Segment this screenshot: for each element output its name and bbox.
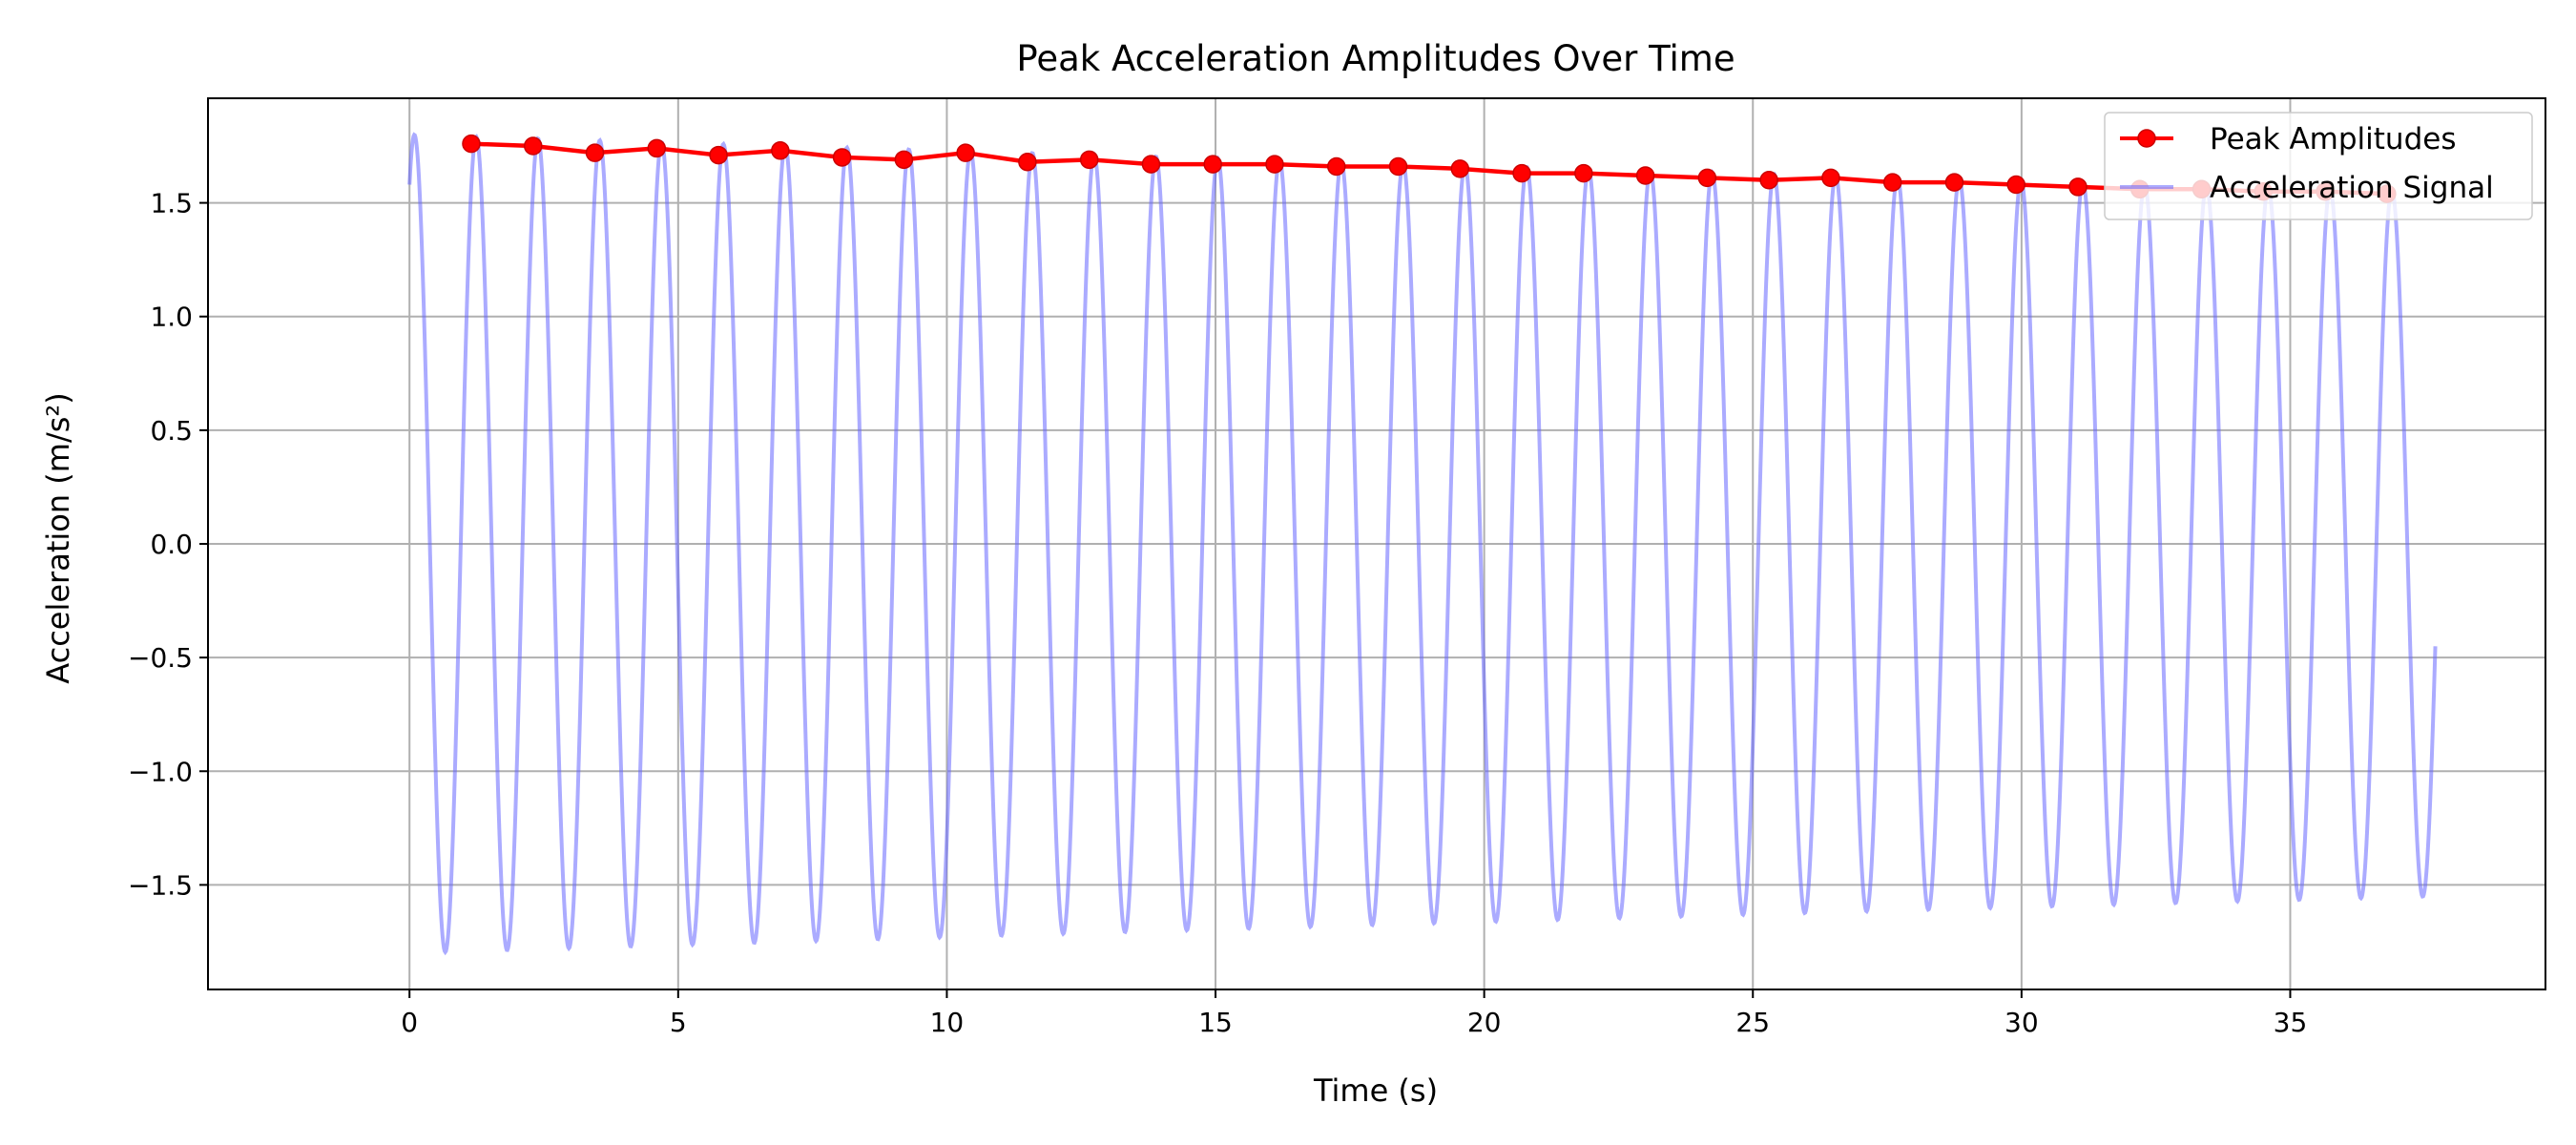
acceleration-signal-line	[407, 132, 2438, 956]
y-tick-label: 1.5	[150, 188, 193, 219]
peak-point	[1388, 156, 1408, 177]
peak-point	[771, 141, 790, 160]
peak-point	[1079, 150, 1099, 170]
peak-point	[585, 143, 605, 162]
y-axis-label: Acceleration (m/s²)	[40, 392, 76, 683]
y-tick-label: −1.5	[128, 869, 193, 901]
x-tick-label: 10	[930, 1007, 965, 1038]
peak-point	[894, 150, 914, 170]
peak-point	[709, 145, 728, 165]
legend: Peak Amplitudes Acceleration Signal	[2104, 112, 2533, 220]
y-tick-label: −0.5	[128, 642, 193, 674]
x-axis-ticks: 0 5 10 15 20 25 30 35	[401, 989, 2307, 1038]
peak-point	[523, 136, 543, 156]
y-tick-label: 0.5	[150, 415, 193, 447]
peak-point	[1759, 171, 1778, 190]
peak-point	[1882, 173, 1902, 192]
peak-point	[647, 138, 667, 158]
peak-point	[462, 134, 481, 154]
peak-point	[2068, 177, 2088, 197]
peak-amplitudes-line	[470, 141, 2387, 197]
y-tick-label: 0.0	[150, 529, 193, 560]
peak-point	[1512, 163, 1531, 183]
y-axis-ticks: −1.5 −1.0 −0.5 0.0 0.5 1.0 1.5	[128, 188, 208, 901]
acceleration-signal-layer	[407, 132, 2438, 956]
legend-signal-label: Acceleration Signal	[2210, 171, 2494, 205]
peak-point	[1450, 159, 1470, 178]
chart-title: Peak Acceleration Amplitudes Over Time	[1016, 38, 1735, 79]
legend-peak-label: Peak Amplitudes	[2210, 122, 2456, 156]
x-tick-label: 30	[2005, 1007, 2039, 1038]
x-axis-label: Time (s)	[1313, 1072, 1438, 1109]
peak-point	[1265, 155, 1284, 174]
peak-point	[1635, 166, 1655, 185]
grid-lines	[208, 98, 2545, 989]
x-tick-label: 25	[1735, 1007, 1770, 1038]
x-tick-label: 20	[1467, 1007, 1502, 1038]
peak-point	[1203, 155, 1222, 174]
x-tick-label: 5	[670, 1007, 687, 1038]
x-tick-label: 0	[401, 1007, 418, 1038]
peak-point	[1018, 152, 1037, 172]
peak-point	[956, 143, 975, 162]
peak-point	[1327, 156, 1346, 177]
peak-point	[2006, 175, 2025, 195]
y-tick-label: 1.0	[150, 302, 193, 333]
peak-point	[832, 148, 852, 167]
peak-point	[1697, 168, 1717, 188]
legend-box	[2104, 112, 2533, 220]
peak-amplitudes-layer	[462, 134, 2397, 203]
peak-point	[1944, 173, 1964, 192]
peak-point	[1574, 163, 1593, 183]
x-tick-label: 15	[1198, 1007, 1233, 1038]
peak-point	[1141, 155, 1161, 174]
x-tick-label: 35	[2274, 1007, 2308, 1038]
peak-point	[1821, 168, 1840, 188]
legend-peak-marker	[2137, 129, 2156, 148]
y-tick-label: −1.0	[128, 756, 193, 787]
